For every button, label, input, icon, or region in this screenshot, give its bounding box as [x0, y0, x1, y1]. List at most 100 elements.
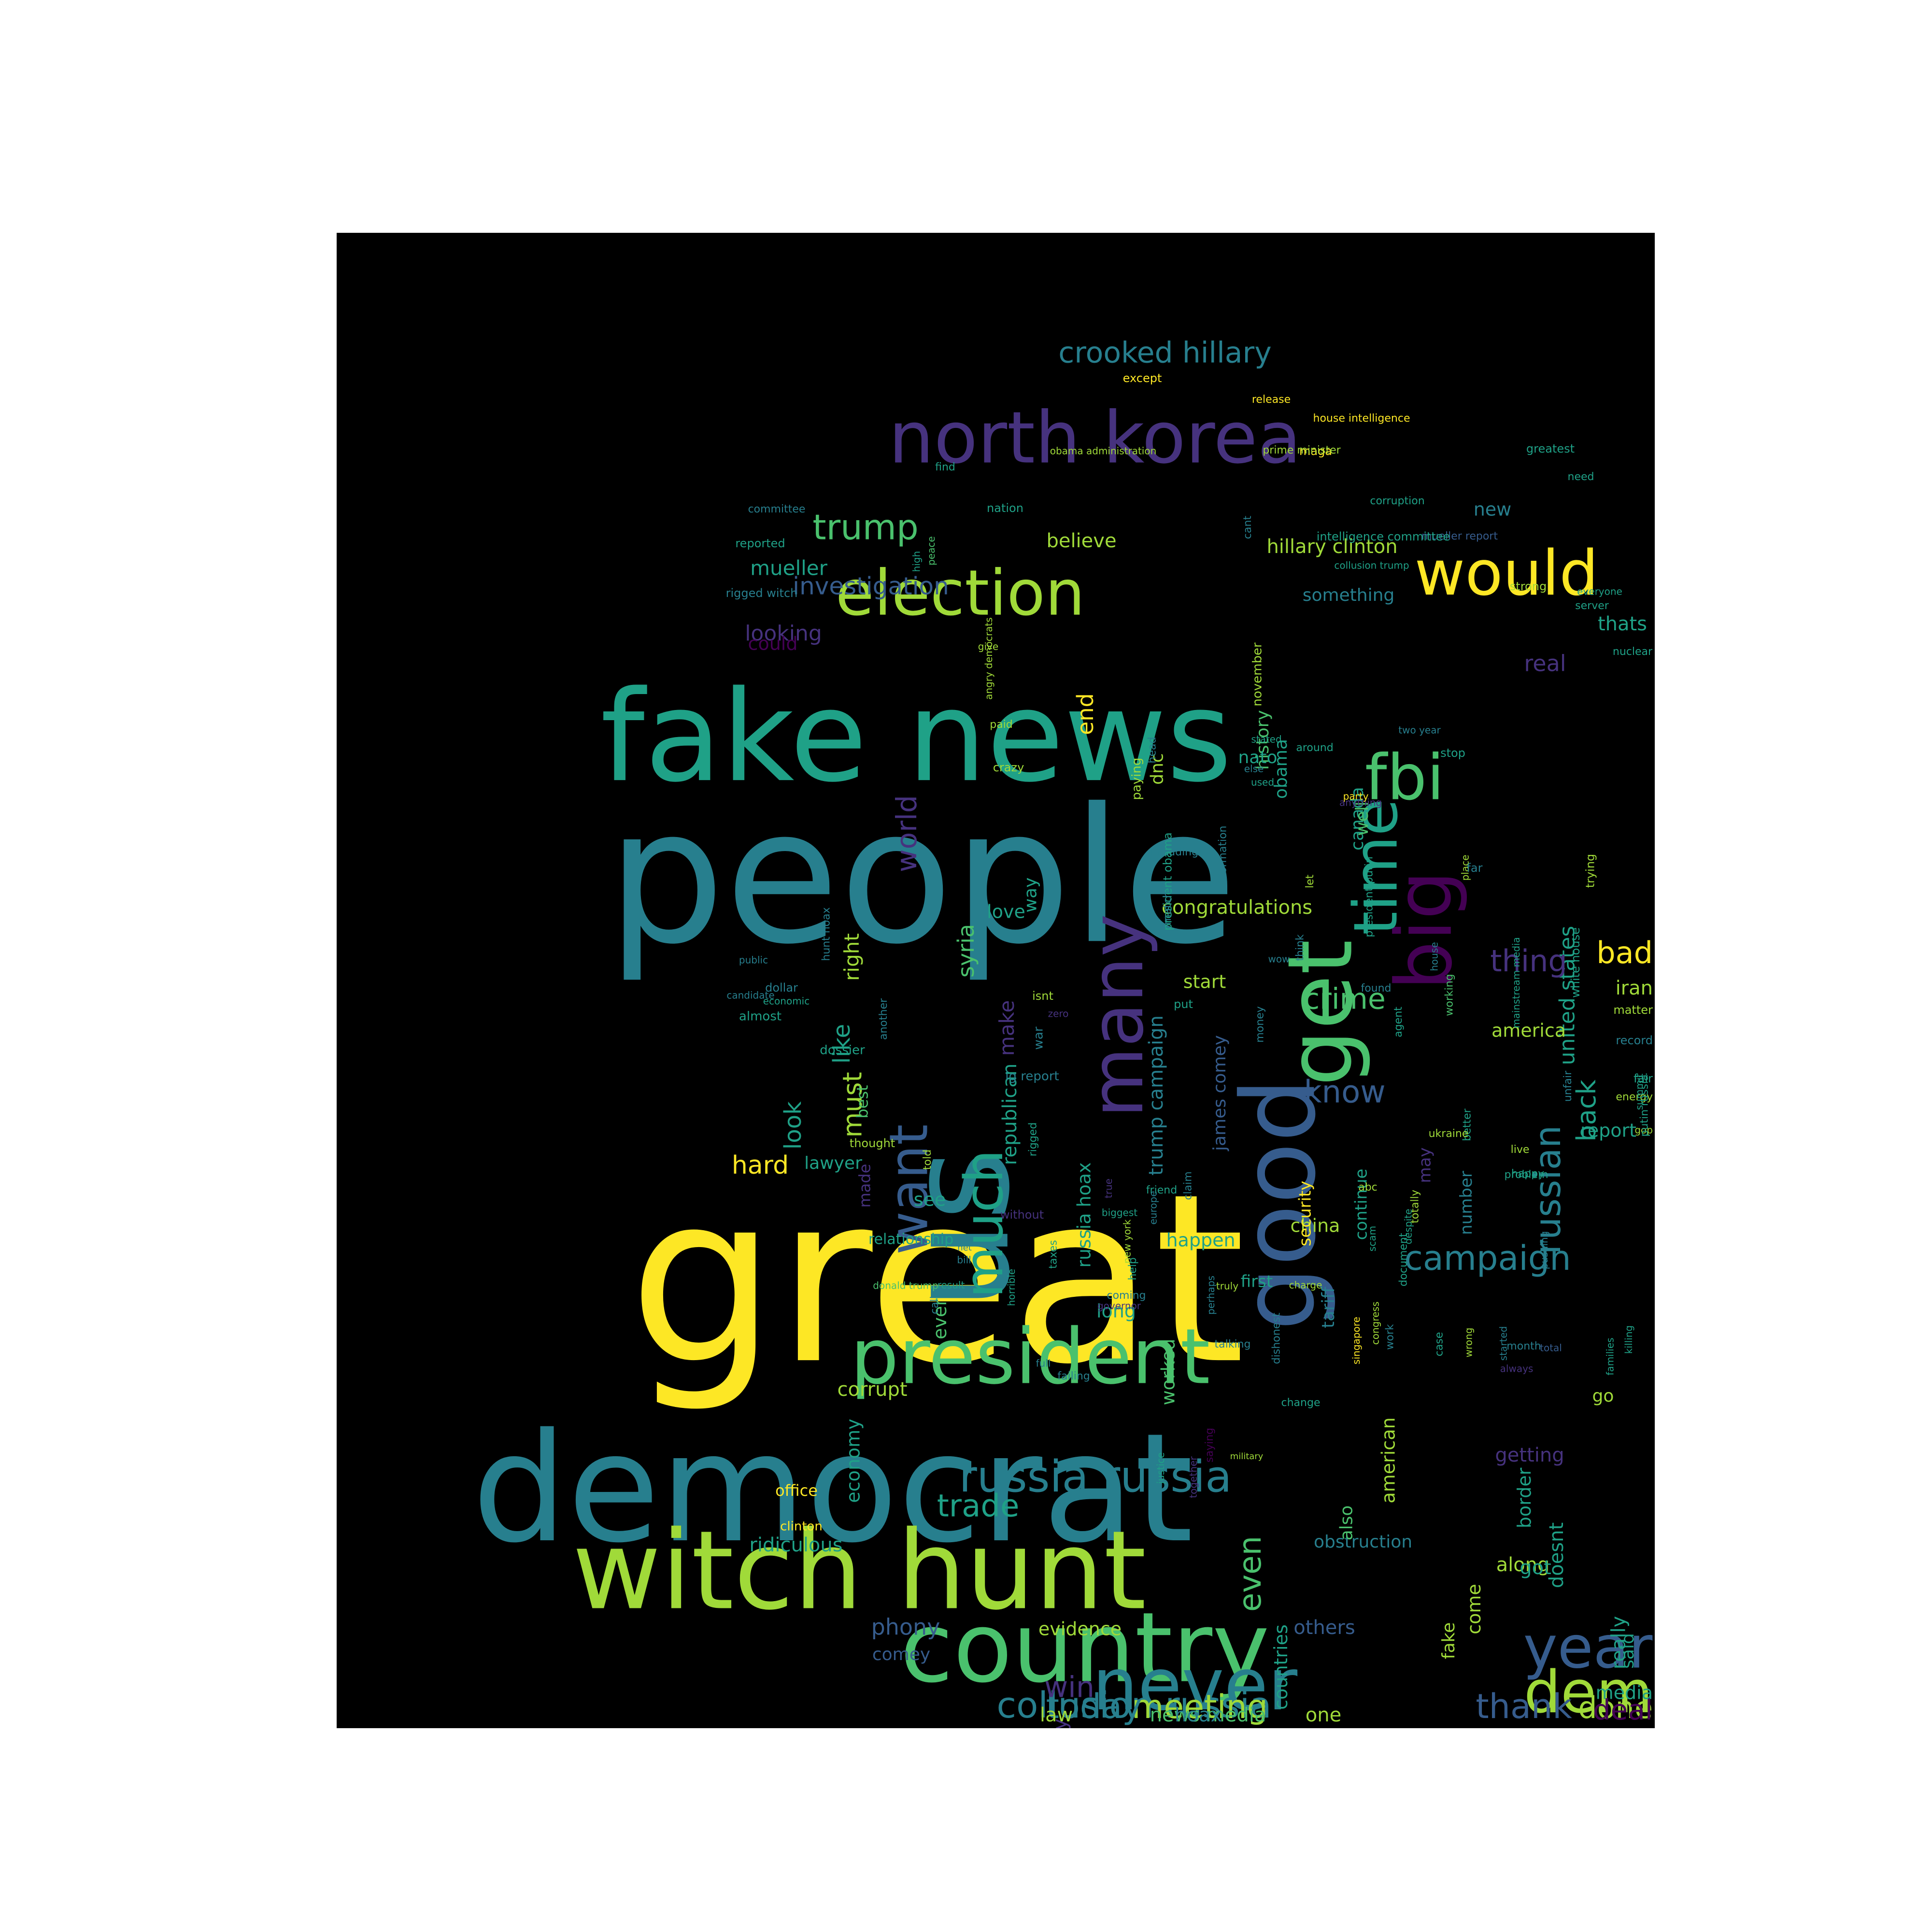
cloud-word-isnt: isnt [1032, 989, 1053, 1003]
cloud-word-happen: happen [1166, 1230, 1235, 1251]
cloud-word-news-media: news media [1150, 1704, 1266, 1726]
cloud-word-biggest: biggest [1102, 1207, 1137, 1219]
cloud-word-deal: deal [1593, 1693, 1653, 1726]
cloud-word-november: november [1250, 642, 1265, 707]
word-cloud-panel: russiagreatpeopledemocratfake newswitch … [337, 233, 1655, 1728]
cloud-word-even: even [1233, 1536, 1268, 1612]
cloud-word-something: something [1303, 585, 1395, 605]
cloud-word-happy: happy [1511, 1168, 1544, 1180]
cloud-word-coming: coming [1107, 1290, 1146, 1302]
cloud-word-law: law [1040, 1704, 1073, 1726]
cloud-word-server: server [1575, 600, 1609, 612]
cloud-word-us: us [878, 1148, 1041, 1310]
cloud-word-china: china [1291, 1215, 1340, 1236]
cloud-word-report: report [1580, 1120, 1636, 1141]
cloud-word-always: always [1500, 1363, 1534, 1375]
cloud-word-thank: thank [1476, 1687, 1572, 1726]
cloud-word-worked: worked [1158, 1338, 1179, 1405]
cloud-word-around: around [1296, 742, 1333, 754]
cloud-word-nuclear: nuclear [1613, 646, 1653, 658]
cloud-word-hillary-clinton: hillary clinton [1266, 536, 1397, 558]
cloud-word-made: made [855, 1164, 874, 1208]
cloud-word-looking: looking [745, 621, 822, 646]
cloud-word-rigged-witch: rigged witch [726, 586, 798, 600]
cloud-word-north-korea: north korea [889, 397, 1301, 480]
cloud-word-put: put [1174, 997, 1193, 1011]
cloud-word-crazy: crazy [993, 761, 1024, 774]
cloud-word-see: see [914, 1189, 946, 1210]
cloud-word-people: people [607, 768, 1237, 985]
cloud-word-time: time [1341, 799, 1411, 935]
cloud-word-long: long [1096, 1301, 1136, 1322]
cloud-word-republican: republican [999, 1064, 1021, 1165]
cloud-word-along: along [1496, 1554, 1550, 1576]
cloud-word-paying: paying [1130, 757, 1144, 800]
cloud-word-agent: agent [1392, 1007, 1405, 1037]
cloud-word-talking: talking [1215, 1338, 1251, 1350]
cloud-word-case: case [1433, 1332, 1445, 1357]
cloud-word-else: else [1244, 763, 1264, 775]
cloud-word-public: public [739, 954, 768, 966]
cloud-word-ig-report: ig report [1005, 1069, 1059, 1084]
cloud-word-party: party [1343, 791, 1369, 802]
cloud-word-real: real [1524, 651, 1566, 677]
cloud-word-doesnt: doesnt [1546, 1522, 1568, 1588]
cloud-word-fake-news: fake news [600, 664, 1232, 810]
cloud-word-countries: countries [1270, 1624, 1292, 1710]
cloud-word-meeting: meeting [1132, 1688, 1268, 1726]
cloud-word-prime-minister: prime minister [1263, 444, 1341, 456]
cloud-word-iran: iran [1616, 977, 1653, 999]
cloud-word-intelligence-committee: intelligence committee [1317, 530, 1450, 543]
cloud-word-syria: syria [953, 924, 979, 978]
cloud-word-rigged: rigged [1027, 1122, 1039, 1157]
cloud-word-right: right [840, 933, 864, 981]
cloud-word-problem: problem [1504, 1169, 1548, 1181]
cloud-word-fake: fake [1439, 1622, 1459, 1659]
cloud-word-mueller: mueller [750, 556, 828, 580]
cloud-word-stop: stop [1440, 746, 1465, 760]
cloud-word-win: win [1044, 1671, 1094, 1705]
cloud-word-two-year: two year [1398, 724, 1441, 736]
cloud-word-big: big [1379, 870, 1469, 990]
cloud-word-charge: charge [1289, 1279, 1322, 1291]
cloud-word-full: full [1036, 1358, 1051, 1369]
cloud-word-economic: economic [763, 995, 810, 1007]
cloud-word-let: let [1304, 874, 1316, 888]
cloud-word-border: border [1514, 1467, 1535, 1528]
cloud-word-media: media [1596, 1682, 1653, 1704]
cloud-word-obama: obama [1271, 739, 1291, 799]
cloud-word-said: said [1618, 1633, 1638, 1669]
cloud-word-investigation: investigation [793, 572, 949, 600]
cloud-word-another: another [878, 998, 890, 1040]
cloud-word-white-house: white house [1569, 927, 1582, 998]
cloud-word-trump-campaign: trump campaign [1145, 1015, 1167, 1176]
cloud-word-much: much [953, 1150, 1015, 1298]
cloud-word-many: many [1076, 914, 1160, 1118]
cloud-word-working: working [1444, 974, 1456, 1016]
cloud-word-crooked-hillary: crooked hillary [1058, 336, 1271, 370]
cloud-word-killing: killing [1623, 1325, 1634, 1354]
cloud-word-today: today [1046, 1687, 1142, 1726]
cloud-word-mainstream-media: mainstream media [1510, 937, 1522, 1028]
cloud-word-better: better [1462, 1108, 1474, 1141]
cloud-word-give: give [978, 641, 998, 653]
cloud-word-get: get [1268, 939, 1373, 1086]
cloud-word-love: love [987, 901, 1025, 923]
cloud-word-result: result [938, 1279, 965, 1291]
cloud-word-obstruction: obstruction [1314, 1532, 1412, 1552]
cloud-word-corrupt: corrupt [837, 1378, 907, 1401]
cloud-word-ridiculous: ridiculous [749, 1534, 842, 1556]
cloud-word-find: find [935, 461, 955, 473]
cloud-word-candidate: candidate [726, 990, 774, 1001]
cloud-word-relationship: relationship [868, 1231, 953, 1248]
cloud-word-year: year [1523, 1615, 1653, 1682]
cloud-word-evidence: evidence [1038, 1619, 1122, 1640]
cloud-word-clinton: clinton [780, 1520, 823, 1534]
cloud-word-president-putin: president putin [1364, 856, 1376, 937]
cloud-word-may: may [1416, 1147, 1435, 1183]
cloud-word-hoax: hoax [1175, 1704, 1222, 1726]
cloud-word-hunt-hoax: hunt hoax [821, 907, 833, 961]
cloud-word-ukraine: ukraine [1429, 1128, 1469, 1140]
cloud-word-back: back [1571, 1079, 1602, 1141]
cloud-word-mueller-report: mueller report [1421, 530, 1498, 542]
